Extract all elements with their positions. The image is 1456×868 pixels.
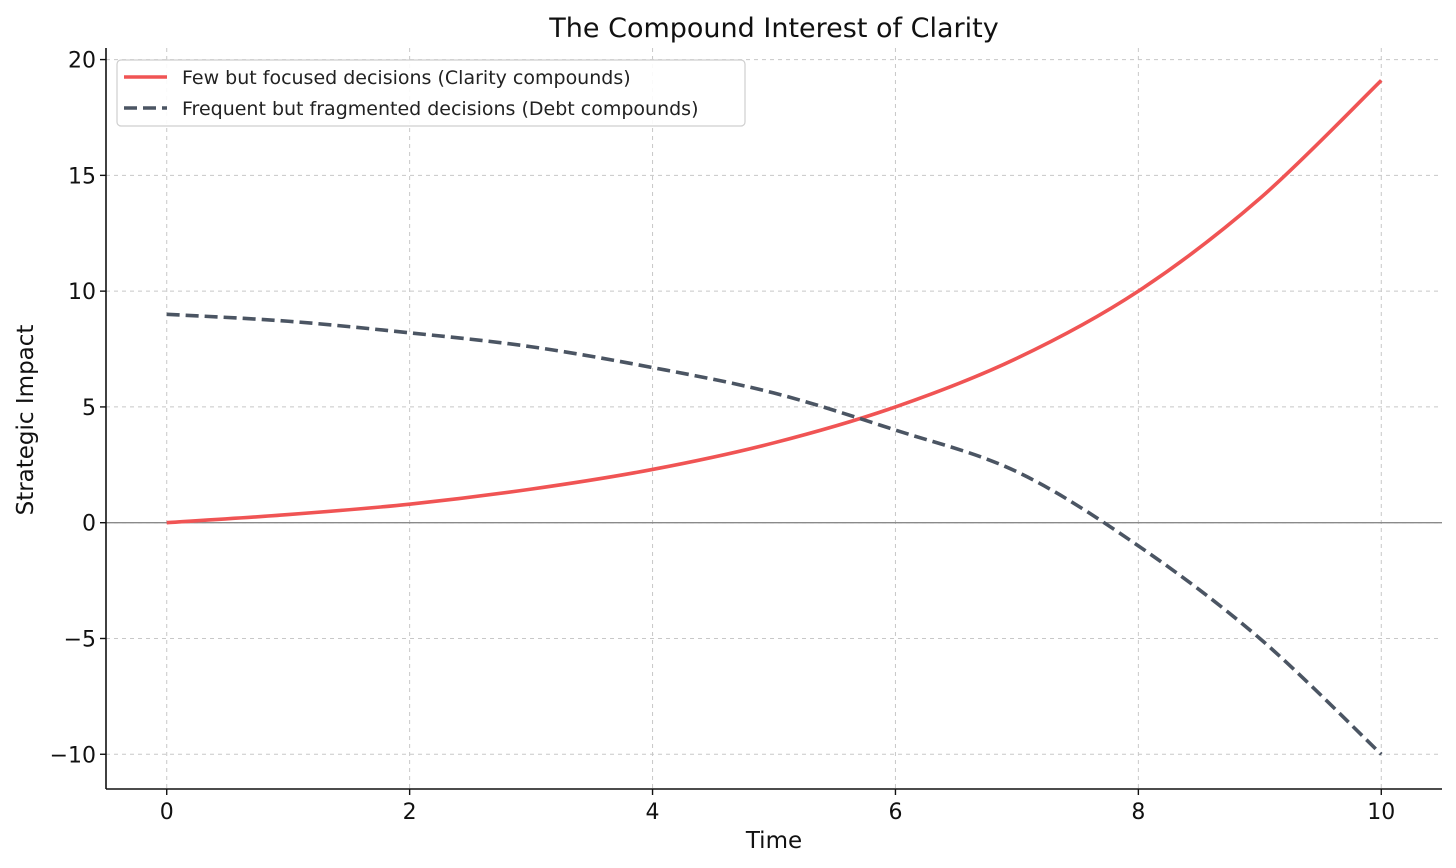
x-tick-label: 4 (646, 800, 660, 825)
y-axis-label: Strategic Impact (13, 325, 39, 516)
y-tick-label: 0 (82, 512, 96, 537)
series-line-debt (166, 312, 1383, 756)
y-tick-label: 5 (82, 396, 96, 421)
grid (106, 48, 1442, 789)
axes (105, 48, 1442, 790)
legend: Few but focused decisions (Clarity compo… (116, 59, 746, 127)
x-tick-label: 8 (1131, 800, 1145, 825)
series-layer (166, 79, 1383, 756)
chart-title: The Compound Interest of Clarity (548, 13, 998, 44)
x-tick-label: 10 (1367, 800, 1395, 825)
ticks: 0 2 4 6 8 10 −10 −5 0 5 10 15 20 (50, 49, 1396, 825)
y-tick-label: 20 (68, 49, 96, 74)
x-tick-label: 6 (888, 800, 902, 825)
x-tick-label: 2 (403, 800, 417, 825)
x-tick-label: 0 (160, 800, 174, 825)
legend-label: Few but focused decisions (Clarity compo… (182, 67, 631, 89)
series-line-clarity (166, 79, 1383, 525)
y-tick-label: 15 (68, 164, 96, 189)
x-axis-label: Time (745, 828, 802, 854)
legend-label: Frequent but fragmented decisions (Debt … (182, 98, 699, 120)
y-tick-label: −5 (64, 627, 96, 652)
y-tick-label: −10 (50, 743, 96, 768)
y-tick-label: 10 (68, 280, 96, 305)
legend-box (116, 59, 746, 127)
